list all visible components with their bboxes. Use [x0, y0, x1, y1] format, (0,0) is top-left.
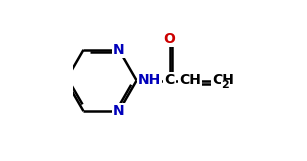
Text: N: N: [113, 104, 125, 118]
Text: CH: CH: [179, 74, 201, 87]
Text: N: N: [113, 43, 125, 57]
Text: O: O: [164, 32, 176, 46]
Text: 2: 2: [222, 80, 229, 90]
Text: CH: CH: [212, 74, 234, 87]
Text: C: C: [165, 74, 175, 87]
Text: NH: NH: [138, 74, 161, 87]
